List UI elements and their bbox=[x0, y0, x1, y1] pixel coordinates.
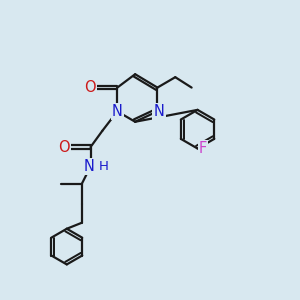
Text: N: N bbox=[154, 104, 164, 119]
Text: H: H bbox=[99, 160, 109, 173]
Text: N: N bbox=[112, 104, 123, 119]
Text: O: O bbox=[84, 80, 96, 95]
Text: O: O bbox=[58, 140, 70, 154]
Text: F: F bbox=[199, 141, 207, 156]
Text: N: N bbox=[84, 159, 94, 174]
